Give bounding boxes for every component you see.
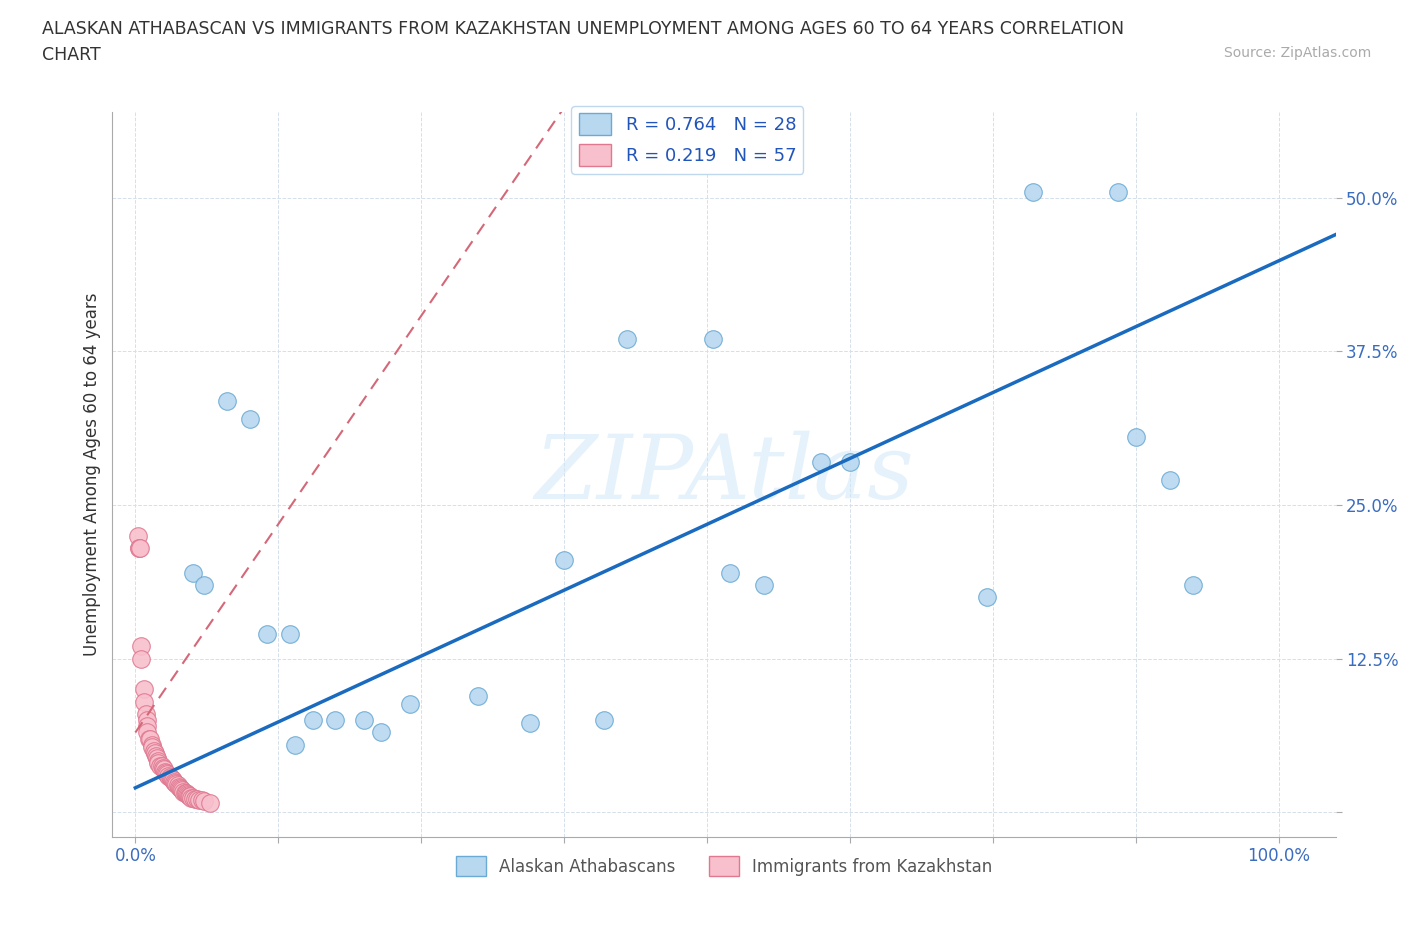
Point — [141, 739, 163, 754]
Point — [188, 792, 211, 807]
Point — [135, 719, 157, 734]
Point — [145, 749, 167, 764]
Point — [838, 455, 860, 470]
Point — [129, 540, 152, 555]
Point — [134, 695, 156, 710]
Point — [148, 753, 170, 768]
Point — [141, 737, 163, 752]
Point — [172, 783, 194, 798]
Point — [128, 540, 150, 555]
Point — [593, 712, 616, 727]
Point — [150, 758, 173, 773]
Point — [142, 743, 165, 758]
Point — [156, 767, 179, 782]
Point — [143, 746, 166, 761]
Point — [159, 771, 181, 786]
Point — [172, 784, 194, 799]
Point — [256, 627, 278, 642]
Point — [370, 725, 392, 740]
Point — [976, 590, 998, 604]
Point — [162, 773, 184, 788]
Point — [702, 332, 724, 347]
Point — [170, 781, 193, 796]
Point — [166, 777, 188, 791]
Point — [553, 553, 575, 568]
Point — [174, 785, 197, 800]
Point — [146, 751, 169, 765]
Point — [181, 565, 204, 580]
Point — [165, 776, 187, 790]
Point — [127, 528, 149, 543]
Point — [353, 712, 375, 727]
Point — [153, 762, 176, 777]
Point — [278, 627, 301, 642]
Text: ALASKAN ATHABASCAN VS IMMIGRANTS FROM KAZAKHSTAN UNEMPLOYMENT AMONG AGES 60 TO 6: ALASKAN ATHABASCAN VS IMMIGRANTS FROM KA… — [42, 20, 1125, 38]
Point — [184, 791, 207, 806]
Point — [129, 651, 152, 666]
Point — [301, 712, 323, 727]
Point — [190, 792, 212, 807]
Point — [148, 756, 170, 771]
Point — [215, 393, 238, 408]
Point — [1022, 184, 1045, 199]
Point — [1181, 578, 1204, 592]
Text: Source: ZipAtlas.com: Source: ZipAtlas.com — [1223, 46, 1371, 60]
Point — [135, 725, 157, 740]
Point — [325, 712, 347, 727]
Point — [752, 578, 775, 592]
Point — [138, 731, 160, 746]
Point — [176, 787, 198, 802]
Point — [166, 777, 188, 792]
Point — [179, 789, 201, 804]
Point — [239, 412, 262, 427]
Point — [616, 332, 638, 347]
Point — [129, 639, 152, 654]
Legend: Alaskan Athabascans, Immigrants from Kazakhstan: Alaskan Athabascans, Immigrants from Kaz… — [449, 849, 1000, 884]
Point — [152, 761, 174, 776]
Point — [163, 775, 186, 790]
Point — [167, 779, 190, 794]
Point — [135, 707, 157, 722]
Point — [519, 715, 541, 730]
Text: CHART: CHART — [42, 46, 101, 64]
Point — [1159, 473, 1181, 488]
Point — [284, 737, 307, 752]
Point — [135, 712, 157, 727]
Point — [139, 731, 162, 746]
Point — [160, 772, 183, 787]
Point — [181, 790, 204, 805]
Text: ZIPAtlas: ZIPAtlas — [534, 431, 914, 518]
Point — [169, 780, 191, 795]
Point — [149, 758, 172, 773]
Point — [134, 682, 156, 697]
Point — [198, 795, 221, 810]
Point — [193, 794, 215, 809]
Point — [177, 789, 200, 804]
Point — [1108, 184, 1130, 199]
Point — [155, 765, 177, 780]
Point — [467, 688, 489, 703]
Point — [718, 565, 741, 580]
Point — [153, 764, 176, 779]
Point — [193, 578, 215, 592]
Point — [159, 769, 181, 784]
Point — [177, 788, 200, 803]
Point — [157, 768, 180, 783]
Point — [398, 697, 420, 711]
Point — [1125, 430, 1147, 445]
Y-axis label: Unemployment Among Ages 60 to 64 years: Unemployment Among Ages 60 to 64 years — [83, 293, 101, 656]
Point — [173, 785, 195, 800]
Point — [810, 455, 832, 470]
Point — [180, 790, 202, 805]
Point — [186, 791, 208, 806]
Point — [128, 540, 150, 555]
